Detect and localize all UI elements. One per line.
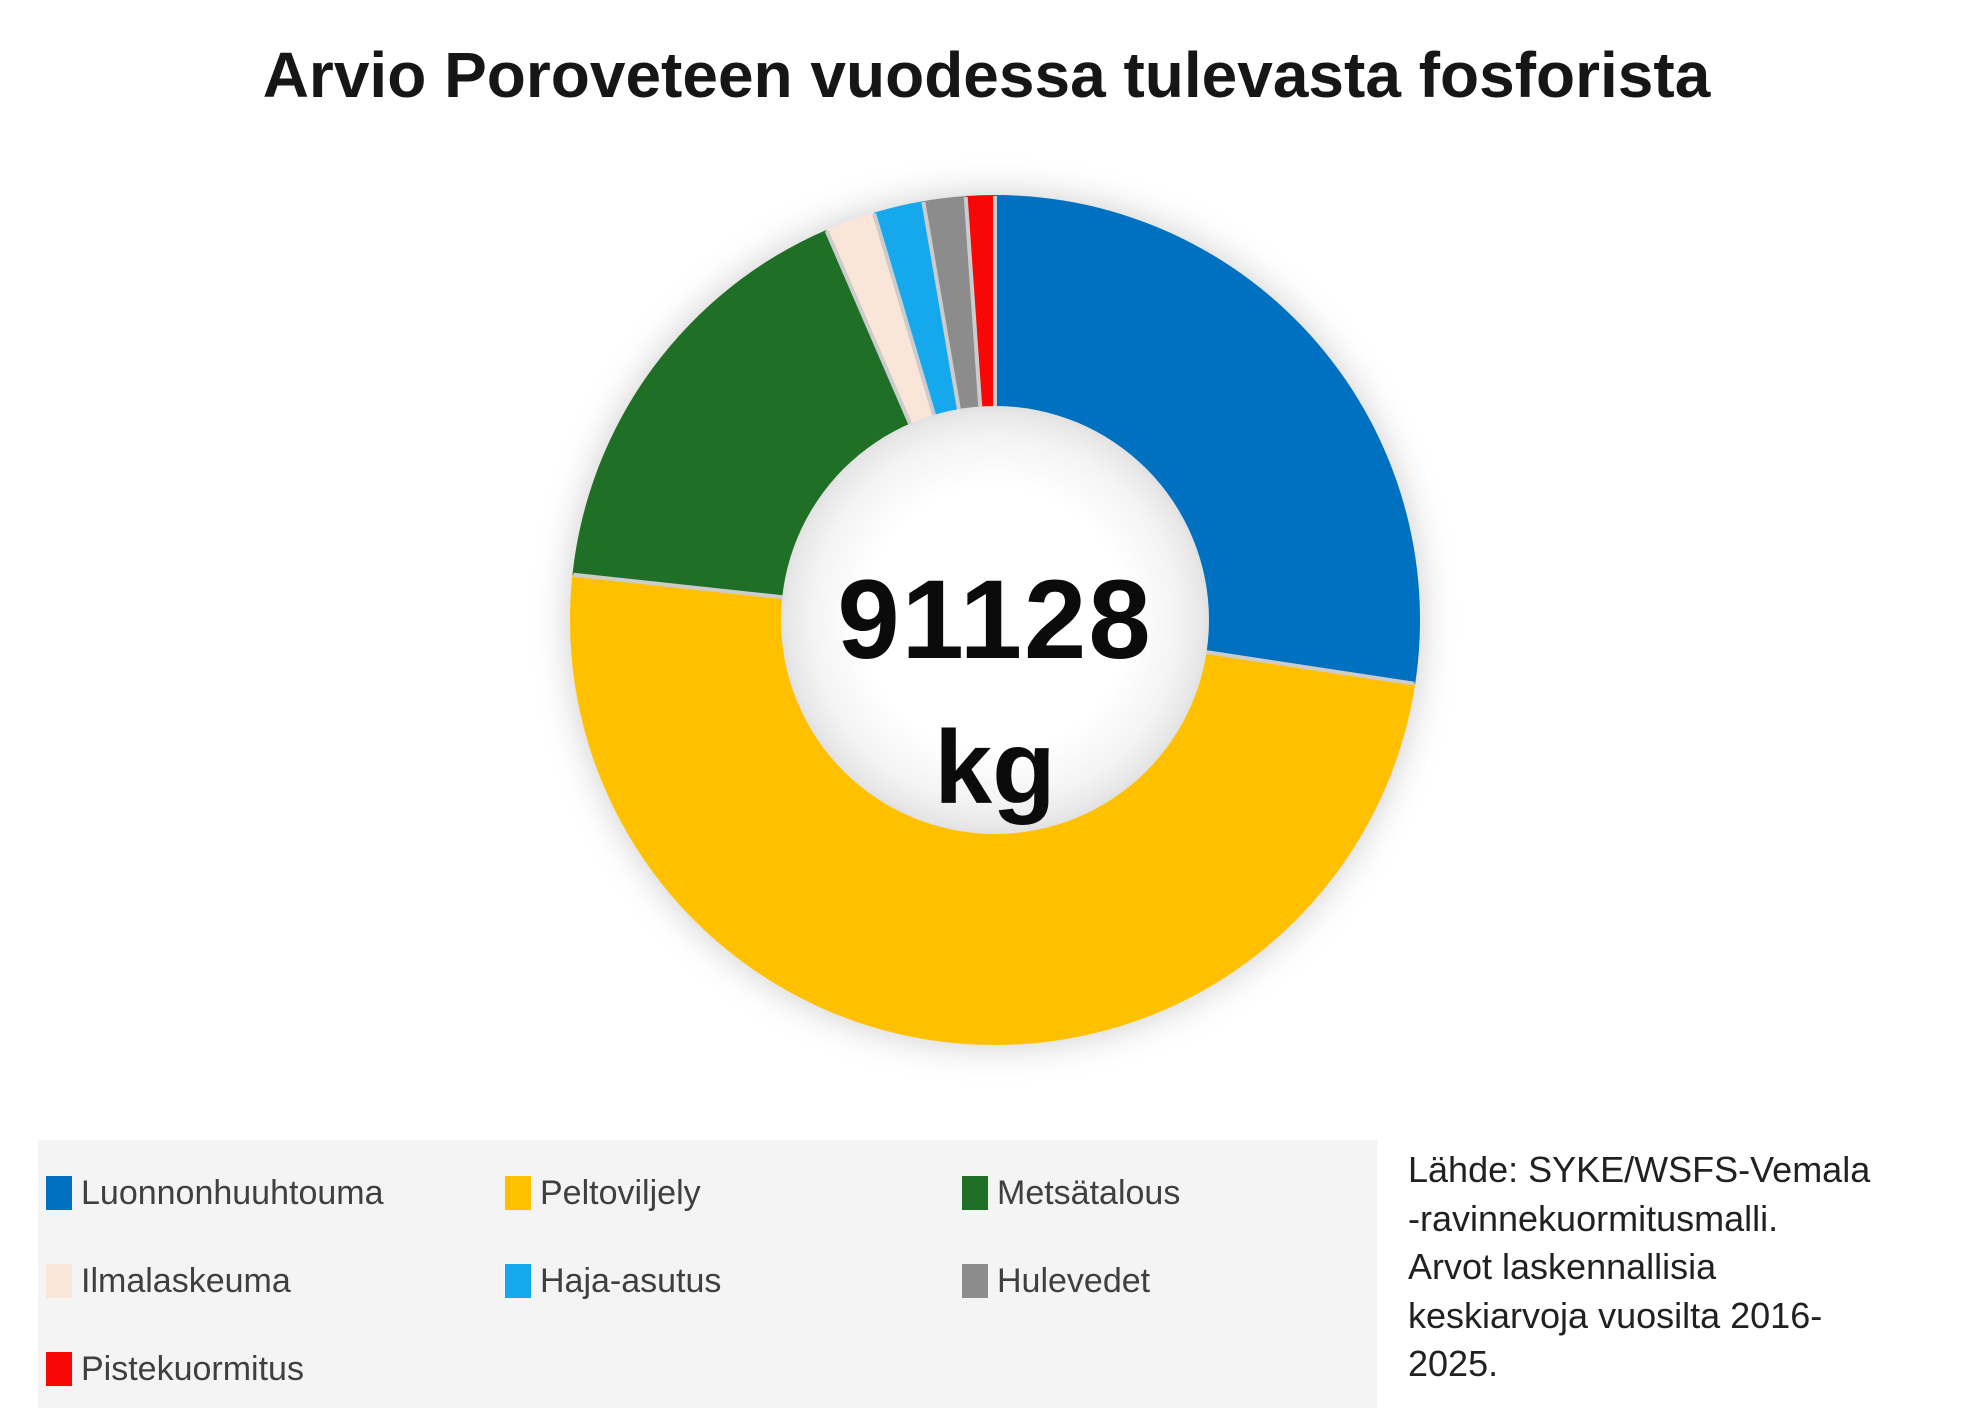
donut-hole: [781, 406, 1209, 834]
total-value: 91128: [837, 557, 1153, 682]
legend-swatch-icon: [46, 1264, 72, 1298]
legend-swatch-icon: [46, 1176, 72, 1210]
legend-item-haja-asutus: Haja-asutus: [505, 1262, 962, 1301]
legend-label: Hulevedet: [997, 1261, 1151, 1300]
legend-swatch-icon: [505, 1176, 531, 1210]
legend-label: Metsätalous: [997, 1173, 1181, 1212]
legend-label: Pistekuormitus: [81, 1349, 304, 1388]
chart-legend: Luonnonhuuhtouma Peltoviljely Metsätalou…: [38, 1140, 1377, 1408]
legend-label: Haja-asutus: [540, 1261, 722, 1300]
legend-label: Ilmalaskeuma: [81, 1261, 291, 1300]
legend-item-peltoviljely: Peltoviljely: [505, 1174, 962, 1213]
chart-title: Arvio Poroveteen vuodessa tulevasta fosf…: [262, 39, 1711, 111]
legend-item-ilmalaskeuma: Ilmalaskeuma: [46, 1262, 505, 1301]
legend-swatch-icon: [962, 1176, 988, 1210]
legend-item-hulevedet: Hulevedet: [962, 1262, 1377, 1301]
total-unit: kg: [934, 710, 1056, 826]
legend-item-metsatalous: Metsätalous: [962, 1174, 1377, 1213]
legend-swatch-icon: [505, 1264, 531, 1298]
legend-item-pistekuormitus: Pistekuormitus: [46, 1350, 505, 1389]
legend-item-luonnonhuuhtouma: Luonnonhuuhtouma: [46, 1174, 505, 1213]
legend-label: Luonnonhuuhtouma: [81, 1173, 384, 1212]
legend-swatch-icon: [962, 1264, 988, 1298]
legend-label: Peltoviljely: [540, 1173, 701, 1212]
legend-swatch-icon: [46, 1352, 72, 1386]
donut-slices: [570, 195, 1420, 1045]
source-note: Lähde: SYKE/WSFS-Vemala -ravinnekuormitu…: [1408, 1149, 1871, 1385]
donut-center-label: 91128 kg: [837, 557, 1153, 826]
